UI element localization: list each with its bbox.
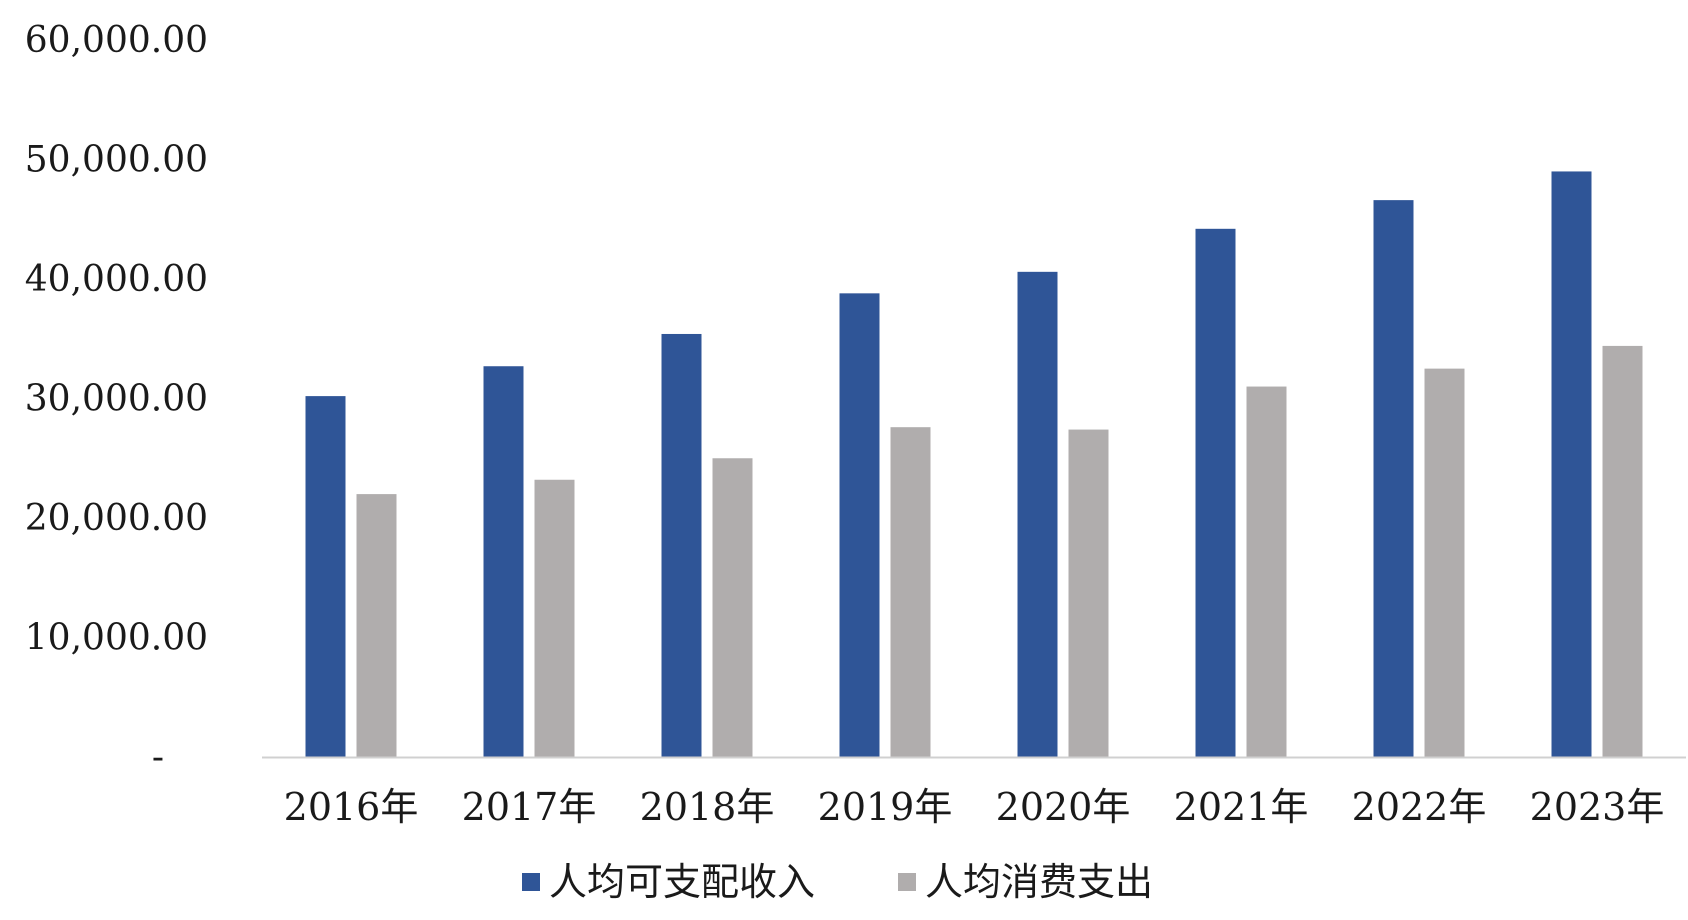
bar-income-3 — [839, 293, 880, 757]
x-tick-label: 2020年 — [996, 785, 1131, 829]
y-tick-label: - — [152, 737, 164, 778]
x-tick-label: 2018年 — [640, 785, 775, 829]
legend-label-0: 人均可支配收入 — [549, 860, 815, 904]
bar-income-7 — [1551, 171, 1592, 757]
x-tick-label: 2021年 — [1174, 785, 1309, 829]
y-axis: - 10,000.00 20,000.00 30,000.00 40,000.00 50,… — [25, 20, 208, 778]
bar-income-0 — [305, 396, 346, 757]
y-tick-label: 60,000.00 — [25, 20, 208, 61]
bar-expenditure-3 — [890, 427, 931, 757]
bar-expenditure-6 — [1424, 368, 1465, 757]
legend: 人均可支配收入 人均消费支出 — [522, 860, 1153, 904]
x-tick-label: 2022年 — [1352, 785, 1487, 829]
bar-income-6 — [1373, 200, 1414, 757]
y-tick-label: 20,000.00 — [25, 498, 208, 539]
bar-income-2 — [661, 333, 702, 757]
x-tick-label: 2023年 — [1530, 785, 1665, 829]
y-tick-label: 50,000.00 — [25, 140, 208, 181]
bar-expenditure-2 — [712, 458, 753, 757]
legend-label-1: 人均消费支出 — [925, 860, 1153, 904]
x-tick-label: 2019年 — [818, 785, 953, 829]
y-tick-label: 40,000.00 — [25, 259, 208, 300]
legend-swatch-0 — [522, 873, 540, 891]
bar-income-5 — [1195, 228, 1236, 757]
y-tick-label: 10,000.00 — [25, 618, 208, 659]
x-tick-label: 2016年 — [284, 785, 419, 829]
x-axis: 2016年 2017年 2018年 2019年 2020年 2021年 2022年 2023年 — [262, 756, 1686, 829]
y-tick-label: 30,000.00 — [25, 379, 208, 420]
bar-expenditure-0 — [356, 494, 397, 757]
bar-expenditure-1 — [534, 479, 575, 757]
bar-income-4 — [1017, 271, 1058, 757]
bars-group — [305, 171, 1643, 757]
bar-expenditure-5 — [1246, 386, 1287, 757]
bar-expenditure-7 — [1602, 345, 1643, 757]
bar-income-1 — [483, 366, 524, 757]
bar-expenditure-4 — [1068, 429, 1109, 757]
legend-swatch-1 — [898, 873, 916, 891]
x-tick-label: 2017年 — [462, 785, 597, 829]
